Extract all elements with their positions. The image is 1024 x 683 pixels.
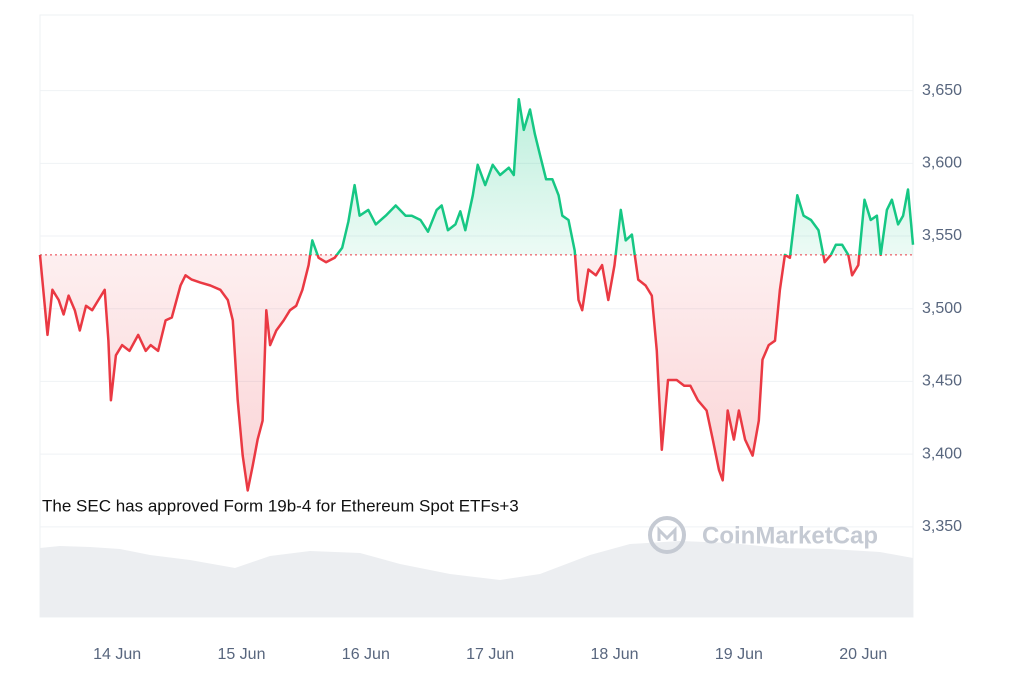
x-tick-label: 18 Jun bbox=[591, 646, 639, 663]
watermark-logo bbox=[648, 516, 686, 554]
price-area bbox=[40, 99, 913, 491]
annotation: The SEC has approved Form 19b-4 for Ethe… bbox=[42, 496, 519, 515]
watermark: CoinMarketCap bbox=[702, 522, 878, 549]
x-tick-label: 17 Jun bbox=[466, 646, 514, 663]
x-tick-label: 16 Jun bbox=[342, 646, 390, 663]
y-tick-label: 3,650 bbox=[922, 82, 962, 99]
volume-area bbox=[40, 541, 913, 617]
y-tick-label: 3,450 bbox=[922, 373, 962, 390]
y-tick-label: 3,600 bbox=[922, 155, 962, 172]
y-tick-label: 3,550 bbox=[922, 227, 962, 244]
y-tick-label: 3,500 bbox=[922, 300, 962, 317]
x-tick-label: 19 Jun bbox=[715, 646, 763, 663]
y-tick-label: 3,400 bbox=[922, 445, 962, 462]
x-tick-label: 15 Jun bbox=[217, 646, 265, 663]
x-tick-label: 20 Jun bbox=[839, 646, 887, 663]
price-line bbox=[38, 98, 915, 492]
x-tick-label: 14 Jun bbox=[93, 646, 141, 663]
y-tick-label: 3,350 bbox=[922, 518, 962, 535]
